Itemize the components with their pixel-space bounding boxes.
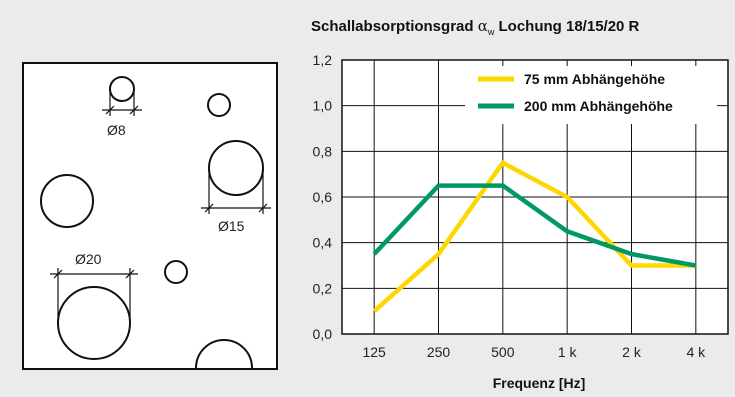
x-tick-labels: 125 250 500 1 k 2 k 4 k xyxy=(362,344,706,360)
hole-small-2 xyxy=(164,260,188,284)
x-axis-label: Frequenz [Hz] xyxy=(493,375,586,391)
x-tick-label: 250 xyxy=(427,344,451,360)
chart-title: Schallabsorptionsgrad αw Lochung 18/15/2… xyxy=(311,17,639,37)
series-line-1 xyxy=(372,183,697,268)
title-suffix: Lochung 18/15/20 R xyxy=(494,18,640,35)
perforation-panel xyxy=(22,62,278,370)
dimension-lines xyxy=(50,89,271,323)
perforation-drawing: Ø8 Ø15 Ø20 xyxy=(22,62,278,370)
title-subscript: w xyxy=(487,27,495,37)
x-tick-label: 500 xyxy=(491,344,515,360)
legend-label-1: 200 mm Abhängehöhe xyxy=(524,98,673,114)
legend-label-0: 75 mm Abhängehöhe xyxy=(524,71,665,87)
dimension-label-d20: Ø20 xyxy=(75,251,102,267)
x-tick-label: 2 k xyxy=(622,344,642,360)
y-tick-label: 1,2 xyxy=(313,52,333,68)
plot-area xyxy=(341,59,729,335)
y-tick-label: 0,4 xyxy=(313,235,333,251)
y-tick-label: 0,8 xyxy=(313,143,333,159)
chart-legend: 75 mm Abhängehöhe 200 mm Abhängehöhe xyxy=(478,71,673,114)
dimension-label-d8: Ø8 xyxy=(107,122,126,138)
title-alpha: α xyxy=(477,17,488,35)
dimension-label-d15: Ø15 xyxy=(218,218,245,234)
chart-series xyxy=(372,159,697,313)
y-tick-label: 0,2 xyxy=(313,280,333,296)
x-tick-label: 4 k xyxy=(686,344,706,360)
legend-background xyxy=(465,66,717,124)
hole-large-1 xyxy=(40,174,94,228)
x-tick-label: 1 k xyxy=(558,344,578,360)
y-tick-label: 0,6 xyxy=(313,189,333,205)
hole-small-1 xyxy=(207,93,231,117)
y-tick-label: 1,0 xyxy=(313,98,333,114)
y-tick-label: 0,0 xyxy=(313,326,333,342)
x-tick-label: 125 xyxy=(362,344,386,360)
hole-partial xyxy=(195,339,253,369)
title-prefix: Schallabsorptionsgrad xyxy=(311,18,478,35)
y-tick-labels: 0,0 0,2 0,4 0,6 0,8 1,0 1,2 xyxy=(313,52,333,342)
series-line-0 xyxy=(372,159,696,313)
